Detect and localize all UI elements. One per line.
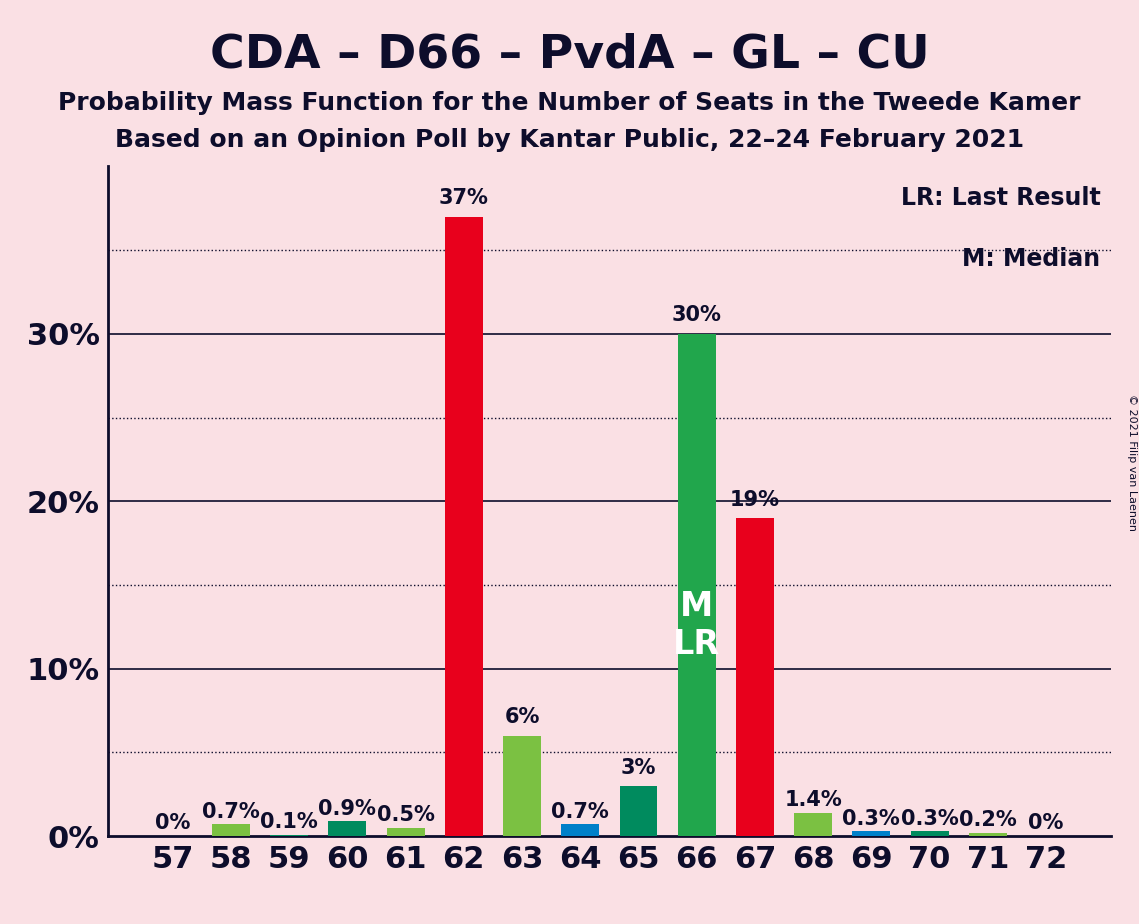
Text: © 2021 Filip van Laenen: © 2021 Filip van Laenen [1128,394,1137,530]
Bar [270,834,308,836]
Bar [911,832,949,836]
Bar [445,216,483,836]
Text: Based on an Opinion Poll by Kantar Public, 22–24 February 2021: Based on an Opinion Poll by Kantar Publi… [115,128,1024,152]
Text: LR: Last Result: LR: Last Result [901,187,1100,211]
Text: 0.7%: 0.7% [551,802,609,822]
Bar [212,824,249,836]
Text: 30%: 30% [672,306,722,325]
Bar [794,813,833,836]
Text: 0.5%: 0.5% [377,806,434,825]
Text: 3%: 3% [621,758,656,778]
Bar [386,828,425,836]
Text: Probability Mass Function for the Number of Seats in the Tweede Kamer: Probability Mass Function for the Number… [58,91,1081,115]
Text: 0%: 0% [1029,813,1064,833]
Bar [503,736,541,836]
Text: 0.9%: 0.9% [319,798,376,819]
Text: 0%: 0% [155,813,190,833]
Bar [620,786,657,836]
Bar [852,832,891,836]
Bar [969,833,1007,836]
Text: 0.3%: 0.3% [843,808,900,829]
Text: CDA – D66 – PvdA – GL – CU: CDA – D66 – PvdA – GL – CU [210,32,929,78]
Text: M
LR: M LR [673,590,720,661]
Text: 6%: 6% [505,708,540,727]
Text: 0.3%: 0.3% [901,808,959,829]
Text: 0.1%: 0.1% [260,812,318,832]
Text: 1.4%: 1.4% [785,790,842,810]
Text: 37%: 37% [439,188,489,208]
Bar [562,824,599,836]
Text: 0.7%: 0.7% [202,802,260,822]
Text: 0.2%: 0.2% [959,810,1017,831]
Bar [678,334,715,836]
Bar [736,518,773,836]
Text: M: Median: M: Median [962,247,1100,271]
Bar [328,821,367,836]
Text: 19%: 19% [730,490,780,510]
